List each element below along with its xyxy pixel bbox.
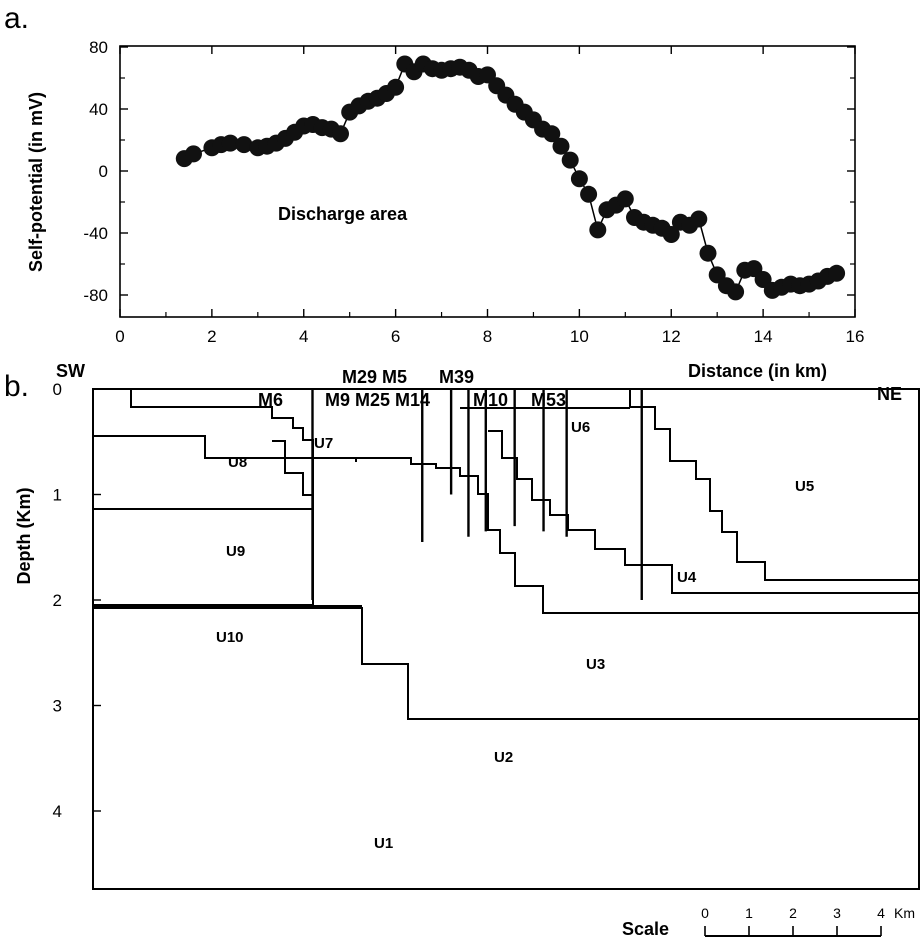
x-tick-label: 6 bbox=[391, 327, 400, 346]
x-tick-label: 2 bbox=[207, 327, 216, 346]
y-axis: 80 40 0 -40 -80 bbox=[83, 38, 855, 305]
unit-label-u4: U4 bbox=[677, 569, 697, 586]
well-label-m39: M39 bbox=[439, 367, 474, 387]
depth-tick-label: 2 bbox=[53, 591, 62, 610]
unit-boundaries bbox=[93, 389, 919, 720]
data-point bbox=[185, 145, 202, 163]
x-tick-label: 0 bbox=[115, 327, 124, 346]
y-tick-label: 40 bbox=[89, 100, 108, 119]
section-frame bbox=[92, 388, 920, 890]
depth-tick-label: 3 bbox=[53, 697, 62, 716]
y-tick-label: 0 bbox=[99, 162, 108, 181]
unit-label-u2: U2 bbox=[494, 749, 513, 766]
data-point bbox=[699, 244, 717, 262]
data-point bbox=[543, 125, 561, 143]
x-tick-label: 14 bbox=[754, 327, 773, 346]
scale-tick-label: 0 bbox=[701, 905, 709, 921]
well-label-m29-m5: M29 M5 bbox=[342, 367, 407, 387]
data-point bbox=[828, 264, 846, 282]
data-point bbox=[221, 134, 239, 152]
data-point bbox=[690, 210, 708, 228]
geologic-section: 0 1 2 3 4 Depth (Km) M29 M5 M39 M6 M9 M25 M1… bbox=[14, 367, 920, 890]
unit-label-u8: U8 bbox=[228, 454, 247, 471]
boundary-u4-base bbox=[488, 430, 919, 594]
depth-axis-title: Depth (Km) bbox=[14, 488, 34, 585]
panel-b-label: b. bbox=[4, 370, 29, 403]
data-point bbox=[589, 221, 607, 239]
self-potential-plot: 80 40 0 -40 -80 0 2 4 6 8 10 12 14 16 Discharge area… bbox=[26, 38, 864, 381]
data-point bbox=[552, 137, 570, 155]
scale-tick-label: 3 bbox=[833, 905, 841, 921]
boundary-u7-base bbox=[313, 457, 357, 462]
boundary-u8-step bbox=[272, 440, 313, 496]
data-point bbox=[332, 125, 349, 143]
well-label-m9-m25-m14: M9 M25 M14 bbox=[325, 390, 430, 410]
x-axis-title: Distance (in km) bbox=[688, 361, 827, 381]
panel-a-label: a. bbox=[4, 2, 29, 35]
well-label-m6: M6 bbox=[258, 390, 283, 410]
self-potential-points bbox=[175, 55, 846, 301]
boundary-u7-west bbox=[130, 389, 314, 606]
direction-sw: SW bbox=[56, 361, 85, 381]
unit-label-u7: U7 bbox=[314, 435, 333, 452]
discharge-area-annotation: Discharge area bbox=[278, 204, 408, 224]
data-point bbox=[580, 185, 598, 203]
well-label-m53: M53 bbox=[531, 390, 566, 410]
x-tick-label: 8 bbox=[483, 327, 492, 346]
data-point bbox=[561, 151, 579, 169]
x-axis: 0 2 4 6 8 10 12 14 16 bbox=[115, 46, 864, 346]
x-tick-label: 12 bbox=[662, 327, 681, 346]
data-point bbox=[616, 190, 634, 208]
unit-label-u10: U10 bbox=[216, 629, 244, 646]
scale-ticks: 0 1 2 3 4 bbox=[701, 905, 885, 936]
unit-label-u3: U3 bbox=[586, 656, 605, 673]
unit-label-u6: U6 bbox=[571, 419, 590, 436]
boundary-u3-base bbox=[313, 457, 919, 614]
depth-tick-label: 4 bbox=[53, 802, 62, 821]
direction-ne: NE bbox=[877, 384, 902, 404]
data-point bbox=[235, 136, 253, 154]
boundary-u5-base bbox=[629, 389, 919, 581]
well-label-m10: M10 bbox=[473, 390, 508, 410]
y-axis-title: Self-potential (in mV) bbox=[26, 92, 46, 272]
depth-axis: 0 1 2 3 4 bbox=[53, 380, 101, 821]
scale-bar: Scale 0 1 2 3 4 Km bbox=[622, 905, 915, 939]
x-tick-label: 10 bbox=[570, 327, 589, 346]
depth-tick-label: 1 bbox=[53, 486, 62, 505]
scale-tick-label: 4 bbox=[877, 905, 885, 921]
unit-label-u5: U5 bbox=[795, 478, 814, 495]
scale-unit: Km bbox=[894, 905, 915, 921]
data-point bbox=[727, 283, 745, 301]
y-tick-label: -80 bbox=[83, 286, 108, 305]
x-tick-label: 4 bbox=[299, 327, 308, 346]
boundary-u2-base bbox=[93, 607, 919, 720]
depth-tick-label: 0 bbox=[53, 380, 62, 399]
scale-tick-label: 1 bbox=[745, 905, 753, 921]
boundary-u8-base bbox=[93, 435, 313, 459]
unit-label-u9: U9 bbox=[226, 543, 245, 560]
y-tick-label: 80 bbox=[89, 38, 108, 57]
wells bbox=[311, 389, 643, 600]
x-tick-label: 16 bbox=[846, 327, 865, 346]
data-point bbox=[387, 78, 405, 96]
scale-tick-label: 2 bbox=[789, 905, 797, 921]
y-tick-label: -40 bbox=[83, 224, 108, 243]
data-point bbox=[662, 226, 680, 243]
unit-label-u1: U1 bbox=[374, 835, 393, 852]
scale-title: Scale bbox=[622, 919, 669, 939]
data-point bbox=[570, 170, 588, 188]
